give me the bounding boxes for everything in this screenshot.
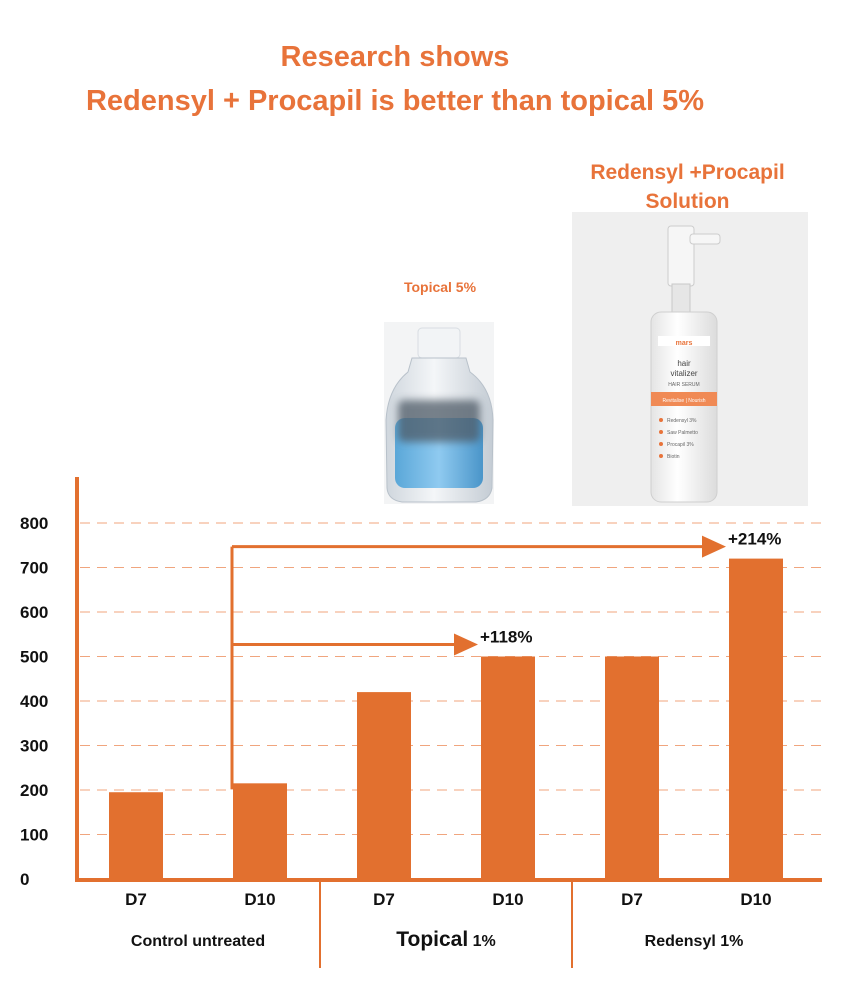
bar-4 bbox=[481, 656, 535, 879]
y-tick-label: 200 bbox=[20, 781, 48, 800]
y-tick-label: 0 bbox=[20, 870, 29, 889]
product-b-label-line-2: Solution bbox=[645, 190, 730, 213]
serum-band: Revitalise | Nourish bbox=[663, 398, 706, 404]
x-tick-label: D7 bbox=[125, 890, 147, 909]
bar-5 bbox=[605, 656, 659, 879]
x-tick-label: D10 bbox=[492, 890, 523, 909]
group-label-main: Control untreated bbox=[131, 933, 265, 950]
bar-3 bbox=[357, 692, 411, 879]
group-label-suffix: 1% bbox=[468, 933, 496, 950]
serum-bottle-image: mars hair vitalizer HAIR SERUM Revitalis… bbox=[572, 212, 808, 506]
arrow-head-1 bbox=[454, 633, 478, 656]
group-label-main: Redensyl 1% bbox=[645, 933, 744, 950]
x-tick-label: D7 bbox=[621, 890, 643, 909]
ingredient-3: Biotin bbox=[667, 454, 680, 460]
serum-ingredients: Redensyl 3% Saw Palmetto Procapil 3% Biotin bbox=[659, 418, 698, 460]
grid-lines bbox=[80, 522, 822, 835]
axes bbox=[75, 477, 822, 968]
serum-brand: mars bbox=[676, 340, 693, 347]
x-tick-label: D7 bbox=[373, 890, 395, 909]
y-tick-label: 100 bbox=[20, 826, 48, 845]
group-label-1: Control untreated bbox=[131, 933, 265, 950]
bars bbox=[109, 558, 783, 879]
y-tick-label: 500 bbox=[20, 648, 48, 667]
x-axis-labels: D7 D10 D7 D10 D7 D10 bbox=[125, 890, 771, 909]
ingredient-0: Redensyl 3% bbox=[667, 418, 697, 424]
page-title: Research shows bbox=[280, 41, 510, 73]
y-tick-label: 600 bbox=[20, 603, 48, 622]
serum-name-2: vitalizer bbox=[670, 369, 697, 378]
x-tick-label: D10 bbox=[244, 890, 275, 909]
annotation-2: +214% bbox=[728, 530, 781, 549]
ingredient-icon bbox=[659, 442, 663, 446]
group-label-2: Topical 1% bbox=[396, 928, 496, 951]
product-a-label: Topical 5% bbox=[403, 279, 477, 295]
serum-sub: HAIR SERUM bbox=[668, 382, 699, 388]
arrow-head-2 bbox=[702, 535, 726, 558]
x-tick-label: D10 bbox=[740, 890, 771, 909]
y-tick-label: 800 bbox=[20, 514, 48, 533]
ingredient-icon bbox=[659, 418, 663, 422]
y-axis-ticks: 0 100 200 300 400 500 600 700 800 bbox=[20, 514, 48, 889]
ingredient-1: Saw Palmetto bbox=[667, 430, 698, 436]
bar-6 bbox=[729, 558, 783, 879]
bar-1 bbox=[109, 792, 163, 879]
topical-bottle-image bbox=[384, 322, 494, 504]
group-label-3: Redensyl 1% bbox=[645, 933, 744, 950]
product-b-label-line-1: Redensyl +Procapil bbox=[590, 161, 785, 184]
page-subtitle: Redensyl + Procapil is better than topic… bbox=[85, 85, 705, 117]
ingredient-2: Procapil 3% bbox=[667, 442, 694, 448]
y-tick-label: 700 bbox=[20, 559, 48, 578]
group-labels: Control untreated Topical 1% Redensyl 1% bbox=[131, 928, 743, 951]
group-label-main: Topical bbox=[396, 928, 468, 951]
serum-name-1: hair bbox=[677, 359, 691, 368]
y-tick-label: 400 bbox=[20, 692, 48, 711]
y-tick-label: 300 bbox=[20, 737, 48, 756]
product-b-label: Redensyl +Procapil Solution bbox=[560, 158, 815, 216]
comparison-arrows: +118% +214% bbox=[230, 530, 781, 790]
annotation-1: +118% bbox=[480, 628, 532, 647]
bar-2 bbox=[233, 783, 287, 879]
ingredient-icon bbox=[659, 454, 663, 458]
ingredient-icon bbox=[659, 430, 663, 434]
